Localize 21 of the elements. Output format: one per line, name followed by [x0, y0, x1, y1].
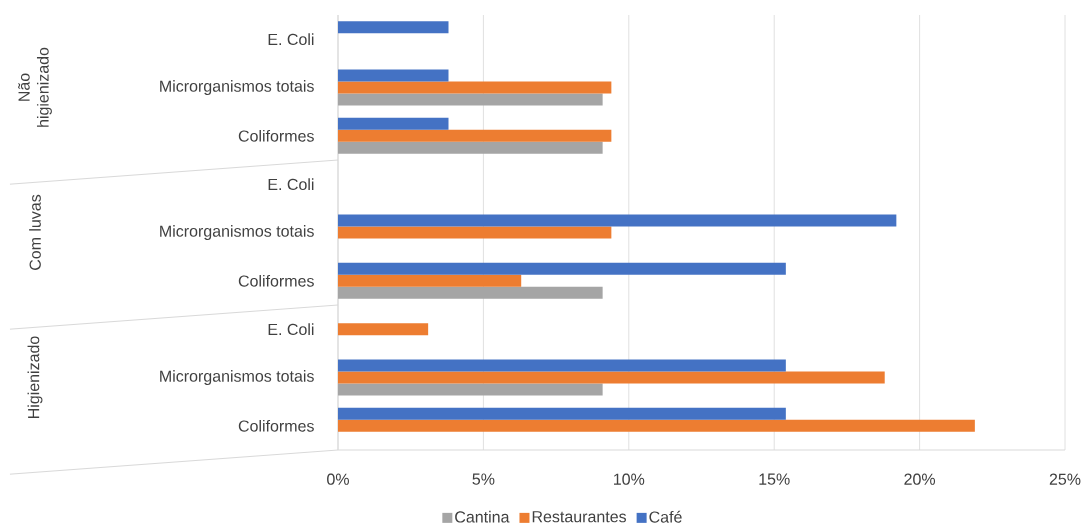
- y-tick-label: Microrganismos totais: [160, 80, 314, 95]
- y-tick-label: E. Coli: [268, 33, 314, 46]
- text: Não higienizado: [18, 47, 52, 127]
- legend-label: Cantina: [455, 510, 510, 523]
- x-tick-label: 20%: [904, 473, 936, 485]
- legend-label: Café: [649, 510, 682, 523]
- legend-label: Restaurantes: [532, 511, 627, 523]
- text: Com luvas: [29, 194, 41, 270]
- y-tick-label: Coliformes: [238, 129, 314, 142]
- text: Higienizado: [27, 336, 43, 418]
- y-tick-label: Microrganismos totais: [160, 370, 314, 385]
- x-tick-label: 0%: [327, 473, 349, 485]
- y-tick-label: E. Coli: [268, 323, 314, 336]
- x-tick-label: 10%: [614, 473, 645, 485]
- x-tick-label: 25%: [1049, 473, 1081, 485]
- y-tick-label: E. Coli: [268, 178, 314, 191]
- y-tick-label: Coliformes: [238, 274, 314, 287]
- y-tick-label: Coliformes: [238, 419, 314, 432]
- x-tick-label: 15%: [759, 473, 790, 485]
- x-tick-label: 5%: [472, 473, 495, 485]
- y-tick-label: Microrganismos totais: [160, 225, 314, 240]
